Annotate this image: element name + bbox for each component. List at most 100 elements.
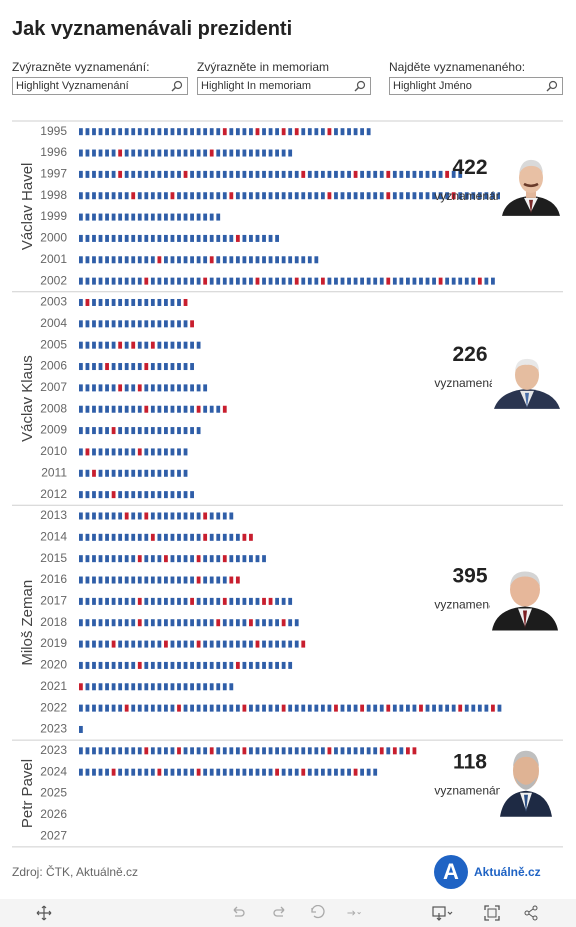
award-mark bbox=[150, 704, 155, 712]
award-mark bbox=[347, 128, 351, 136]
award-mark bbox=[196, 128, 201, 136]
award-mark bbox=[157, 469, 162, 477]
award-mark bbox=[432, 192, 436, 200]
award-mark bbox=[111, 597, 116, 605]
award-mark bbox=[164, 277, 168, 285]
award-mark bbox=[85, 405, 90, 413]
award-mark-in-memoriam bbox=[229, 576, 234, 584]
award-mark bbox=[203, 405, 208, 413]
award-mark bbox=[79, 661, 83, 669]
award-mark bbox=[294, 747, 299, 755]
award-mark bbox=[85, 597, 90, 605]
find-recipient-input[interactable]: Highlight Jméno bbox=[389, 77, 563, 95]
undo-icon[interactable] bbox=[230, 905, 246, 921]
award-mark bbox=[235, 192, 240, 200]
search-icon[interactable] bbox=[546, 80, 558, 92]
award-mark-in-memoriam bbox=[255, 277, 260, 285]
award-mark bbox=[196, 512, 201, 520]
award-mark bbox=[235, 768, 240, 776]
award-mark bbox=[209, 661, 214, 669]
award-mark-in-memoriam bbox=[111, 640, 116, 648]
logo-text[interactable]: Aktuálně.cz bbox=[474, 865, 541, 879]
award-mark bbox=[111, 533, 116, 541]
search-icon[interactable] bbox=[171, 80, 183, 92]
award-mark bbox=[484, 192, 489, 200]
refresh-icon[interactable] bbox=[346, 905, 362, 921]
award-mark bbox=[144, 320, 149, 328]
award-mark bbox=[268, 640, 273, 648]
award-mark bbox=[196, 384, 201, 392]
award-mark-in-memoriam bbox=[281, 704, 286, 712]
award-mark bbox=[124, 491, 129, 499]
award-mark bbox=[144, 298, 149, 306]
award-mark bbox=[177, 555, 181, 563]
award-mark bbox=[281, 747, 286, 755]
award-mark bbox=[242, 149, 247, 157]
award-mark bbox=[170, 427, 175, 435]
award-mark bbox=[216, 256, 221, 264]
award-mark bbox=[294, 192, 299, 200]
award-mark bbox=[268, 256, 273, 264]
award-mark-in-memoriam bbox=[222, 405, 227, 413]
aktualne-logo[interactable]: A bbox=[434, 855, 468, 889]
award-mark bbox=[203, 640, 208, 648]
award-mark bbox=[98, 491, 103, 499]
download-icon[interactable] bbox=[432, 905, 454, 921]
year-label: 2010 bbox=[40, 444, 67, 458]
award-mark bbox=[164, 298, 168, 306]
fullscreen-icon[interactable] bbox=[484, 905, 500, 921]
revert-icon[interactable] bbox=[310, 905, 326, 921]
award-mark bbox=[98, 277, 103, 285]
award-mark bbox=[79, 747, 83, 755]
year-label: 2000 bbox=[40, 231, 67, 245]
award-mark bbox=[216, 213, 221, 221]
award-mark bbox=[85, 768, 90, 776]
award-mark bbox=[183, 363, 188, 371]
award-mark bbox=[79, 320, 83, 328]
award-mark bbox=[85, 384, 90, 392]
award-mark bbox=[373, 170, 378, 178]
award-mark bbox=[249, 128, 253, 136]
filter-highlight-in-memoriam[interactable]: Zvýrazněte in memoriam Highlight In memo… bbox=[197, 60, 371, 95]
award-mark bbox=[183, 576, 188, 584]
award-mark bbox=[111, 704, 116, 712]
share-icon[interactable] bbox=[523, 905, 539, 921]
award-mark bbox=[307, 170, 312, 178]
filter-find-recipient[interactable]: Najděte vyznamenaného: Highlight Jméno bbox=[389, 60, 563, 95]
highlight-award-input[interactable]: Highlight Vyznamenání bbox=[12, 77, 188, 95]
zeman-portrait bbox=[490, 564, 560, 631]
filter-highlight-award[interactable]: Zvýrazněte vyznamenání: Highlight Vyznam… bbox=[12, 60, 188, 95]
award-mark bbox=[111, 661, 116, 669]
total-awards: 118 bbox=[453, 751, 487, 774]
award-mark bbox=[164, 491, 168, 499]
award-mark-in-memoriam bbox=[170, 192, 175, 200]
highlight-in-memoriam-input[interactable]: Highlight In memoriam bbox=[197, 77, 371, 95]
move-icon[interactable] bbox=[36, 905, 52, 921]
award-mark bbox=[438, 170, 443, 178]
award-mark bbox=[111, 469, 116, 477]
award-mark bbox=[288, 256, 293, 264]
redo-icon[interactable] bbox=[272, 905, 288, 921]
award-mark bbox=[150, 405, 155, 413]
award-mark bbox=[183, 704, 188, 712]
award-mark bbox=[458, 192, 463, 200]
award-mark bbox=[124, 192, 129, 200]
award-mark bbox=[281, 597, 286, 605]
award-mark bbox=[275, 640, 279, 648]
award-mark bbox=[203, 256, 208, 264]
award-mark bbox=[183, 555, 188, 563]
award-mark bbox=[150, 512, 155, 520]
award-mark bbox=[301, 192, 306, 200]
year-label: 2013 bbox=[40, 508, 67, 522]
award-mark bbox=[144, 170, 149, 178]
award-mark bbox=[242, 192, 247, 200]
award-mark-in-memoriam bbox=[183, 170, 188, 178]
award-mark-in-memoriam bbox=[144, 363, 149, 371]
award-mark bbox=[268, 619, 273, 627]
award-mark bbox=[288, 597, 293, 605]
award-mark bbox=[209, 768, 214, 776]
award-mark bbox=[249, 149, 253, 157]
award-mark bbox=[262, 128, 266, 136]
search-icon[interactable] bbox=[354, 80, 366, 92]
award-mark-in-memoriam bbox=[92, 469, 96, 477]
